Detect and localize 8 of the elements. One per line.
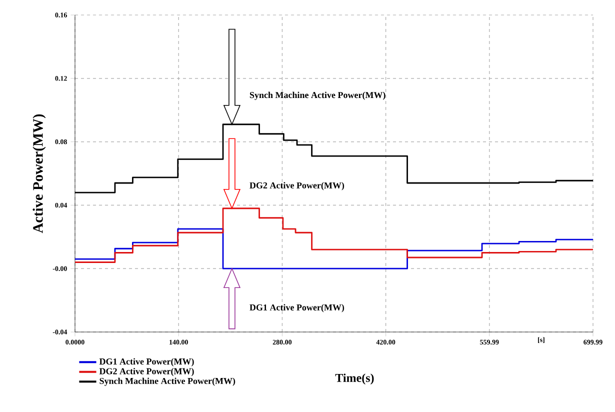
annotation: DG1 Active Power(MW): [250, 304, 344, 312]
y-axis-title: Active Power(MW): [32, 114, 46, 234]
x-axis-title: Time(s): [335, 374, 374, 384]
legend-label: DG2 Active Power(MW): [99, 368, 194, 376]
legend-label: DG1 Active Power(MW): [99, 358, 194, 366]
annotation: DG2 Active Power(MW): [250, 182, 344, 190]
legend-label: Synch Machine Active Power(MW): [100, 378, 236, 386]
annotation: Synch Machine Active Power(MW): [250, 92, 386, 100]
